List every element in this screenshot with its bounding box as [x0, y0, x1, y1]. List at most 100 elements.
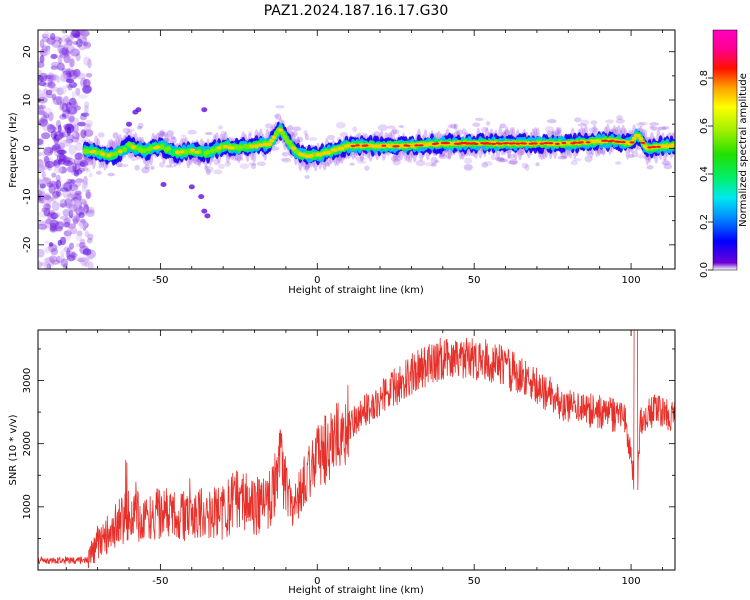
heatmap-cell [51, 39, 62, 49]
heatmap-cell [73, 203, 78, 213]
heatmap-cell [42, 36, 50, 43]
heatmap-cell [67, 209, 75, 216]
heatmap-cell [41, 207, 51, 213]
heatmap-cell [41, 44, 48, 54]
heatmap-cell [274, 113, 279, 119]
heatmap-cell [174, 150, 180, 154]
heatmap-cell [57, 55, 63, 65]
heatmap-cell [507, 153, 515, 159]
heatmap-cell [72, 162, 77, 173]
heatmap-cell [533, 142, 538, 145]
heatmap-cell [55, 174, 61, 182]
heatmap-cell [63, 160, 74, 167]
heatmap-cell [43, 147, 51, 153]
heatmap-cell [218, 125, 223, 130]
heatmap-cell [69, 32, 79, 39]
top-y-tick-label: 10 [22, 94, 33, 107]
heatmap-cell [159, 161, 165, 168]
heatmap-cell [507, 160, 518, 165]
heatmap-cell [55, 119, 62, 128]
heatmap-cell [269, 139, 275, 143]
heatmap-cell [96, 170, 102, 175]
heatmap-cell [47, 77, 53, 87]
heatmap-cell [631, 150, 639, 158]
heatmap-cell [62, 109, 70, 119]
heatmap-cell [194, 150, 200, 154]
heatmap-cell [464, 157, 473, 164]
heatmap-cell [491, 142, 496, 145]
colorbar-tick-label: 0.6 [699, 118, 710, 134]
heatmap-cell [204, 165, 209, 170]
heatmap-cell [115, 161, 123, 168]
heatmap-cell [78, 41, 88, 51]
heatmap-cell [47, 124, 56, 133]
heatmap-cell [262, 143, 268, 147]
heatmap-cell [398, 125, 405, 128]
heatmap-cell [72, 217, 79, 225]
heatmap-cell [86, 159, 93, 166]
heatmap-cell [327, 134, 335, 140]
heatmap-cell [56, 65, 62, 70]
heatmap-cell [229, 146, 235, 150]
heatmap-cell [122, 147, 127, 153]
heatmap-cell [38, 117, 48, 128]
heatmap-cell [51, 53, 59, 59]
heatmap-cell [71, 195, 78, 202]
heatmap-cell [615, 161, 622, 165]
heatmap-cell [57, 44, 65, 54]
heatmap-cell [69, 242, 74, 250]
heatmap-cell [64, 217, 71, 225]
heatmap-cell [355, 144, 360, 147]
heatmap-cell [661, 158, 669, 166]
heatmap-cell [638, 122, 648, 126]
heatmap-cell [75, 232, 83, 242]
heatmap-cell [68, 97, 77, 107]
heatmap-cell [70, 227, 78, 235]
heatmap-cell [461, 128, 467, 135]
heatmap-cell [79, 238, 86, 245]
heatmap-cell [68, 183, 79, 191]
heatmap-cell [70, 48, 80, 57]
heatmap-cell [486, 121, 491, 126]
heatmap-cell [190, 148, 196, 152]
heatmap-cell [52, 143, 61, 152]
heatmap-cell [52, 36, 62, 42]
heatmap-cell [79, 159, 89, 168]
heatmap-cell [150, 165, 155, 170]
heatmap-cell [557, 155, 567, 160]
heatmap-cell [159, 129, 165, 136]
heatmap-cell [418, 144, 424, 147]
heatmap-cell [71, 196, 78, 201]
heatmap-cell [434, 160, 440, 164]
heatmap-cell [46, 123, 54, 130]
heatmap-cell [38, 110, 46, 116]
top-y-tick-label: 0 [22, 145, 33, 151]
heatmap-cell [80, 112, 90, 117]
heatmap-cell [574, 117, 582, 123]
heatmap-cell [495, 156, 505, 161]
heatmap-cell [38, 152, 43, 157]
heatmap-cell [216, 146, 222, 150]
heatmap-cell [44, 74, 53, 79]
heatmap-cell [373, 131, 381, 137]
heatmap-cell [78, 167, 85, 173]
heatmap-cell [160, 182, 167, 187]
heatmap-cell [50, 248, 59, 256]
heatmap-cell [65, 83, 71, 89]
heatmap-cell [584, 155, 593, 163]
heatmap-cell [157, 131, 166, 137]
heatmap-cell [68, 144, 77, 155]
bottom-y-tick-label: 3000 [22, 368, 33, 393]
heatmap-cell [524, 164, 530, 171]
heatmap-cell [629, 141, 635, 144]
heatmap-cell [447, 124, 453, 129]
heatmap-cell [254, 144, 259, 148]
heatmap-cell [70, 198, 77, 208]
heatmap-cell [290, 130, 298, 137]
heatmap-cell [557, 127, 562, 134]
heatmap-cell [628, 154, 635, 159]
heatmap-cell [213, 169, 223, 175]
heatmap-cell [339, 146, 345, 150]
bottom-x-axis-label: Height of straight line (km) [288, 585, 424, 596]
heatmap-cell [446, 153, 452, 160]
